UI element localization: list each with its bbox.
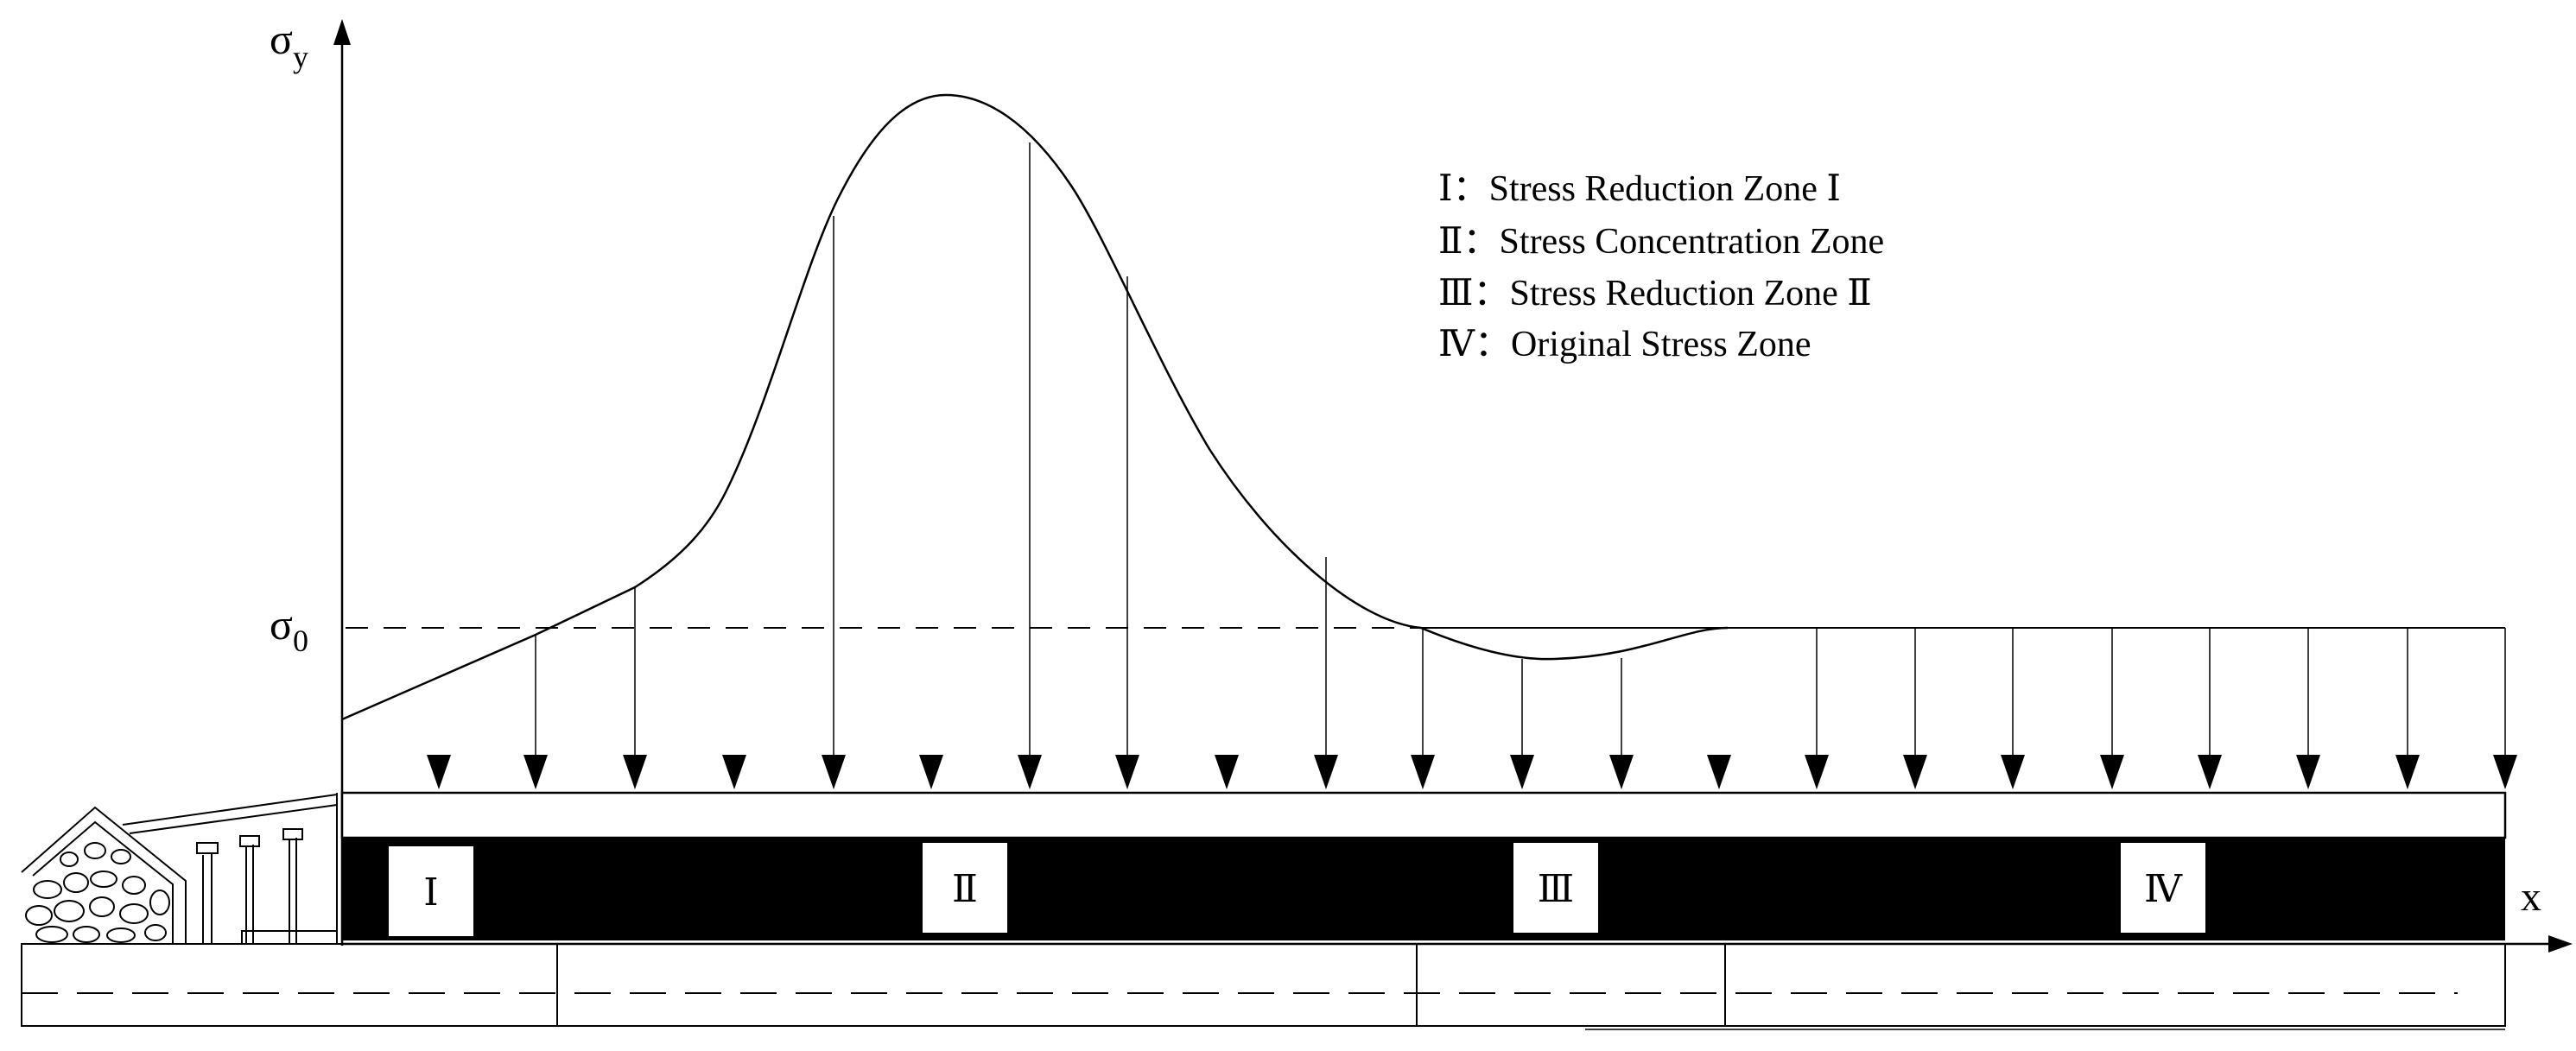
zone-label-4: Ⅳ <box>2121 843 2205 933</box>
legend: Ⅰ：Stress Reduction Zone Ⅰ Ⅱ：Stress Conce… <box>1438 169 1884 364</box>
zone-label-1: Ⅰ <box>389 846 473 936</box>
svg-text:Ⅰ: Ⅰ <box>423 871 438 914</box>
y-axis-label-subscript: y <box>293 40 308 74</box>
stress-arrowheads <box>427 755 2517 789</box>
x-axis-label: x <box>2521 874 2541 920</box>
svg-text:Ⅲ: Ⅲ <box>1538 868 1574 910</box>
zone-label-3: Ⅲ <box>1513 843 1598 933</box>
abutment-stress-curve <box>341 93 1729 721</box>
x-axis-arrowhead <box>2548 935 2573 953</box>
svg-text:Ⅳ: Ⅳ <box>2144 868 2183 910</box>
floor-strata <box>21 943 2506 1027</box>
goaf-and-support <box>21 793 338 945</box>
y-axis-label: σy <box>270 15 308 74</box>
sigma0-label: σ0 <box>270 600 308 658</box>
zone-label-2: Ⅱ <box>923 843 1007 933</box>
roof-strata <box>340 791 2507 839</box>
sigma0-label-subscript: 0 <box>293 624 308 658</box>
legend-item-3: Ⅲ：Stress Reduction Zone Ⅱ <box>1438 274 1872 313</box>
legend-item-4: Ⅳ：Original Stress Zone <box>1438 325 1811 364</box>
legend-item-1: Ⅰ：Stress Reduction Zone Ⅰ <box>1438 169 1841 209</box>
svg-text:Ⅱ: Ⅱ <box>952 868 978 910</box>
legend-item-2: Ⅱ：Stress Concentration Zone <box>1438 222 1884 262</box>
caved-rock-pieces <box>25 842 170 943</box>
y-axis-arrowhead <box>333 19 351 45</box>
stress-arrows <box>535 142 2506 760</box>
